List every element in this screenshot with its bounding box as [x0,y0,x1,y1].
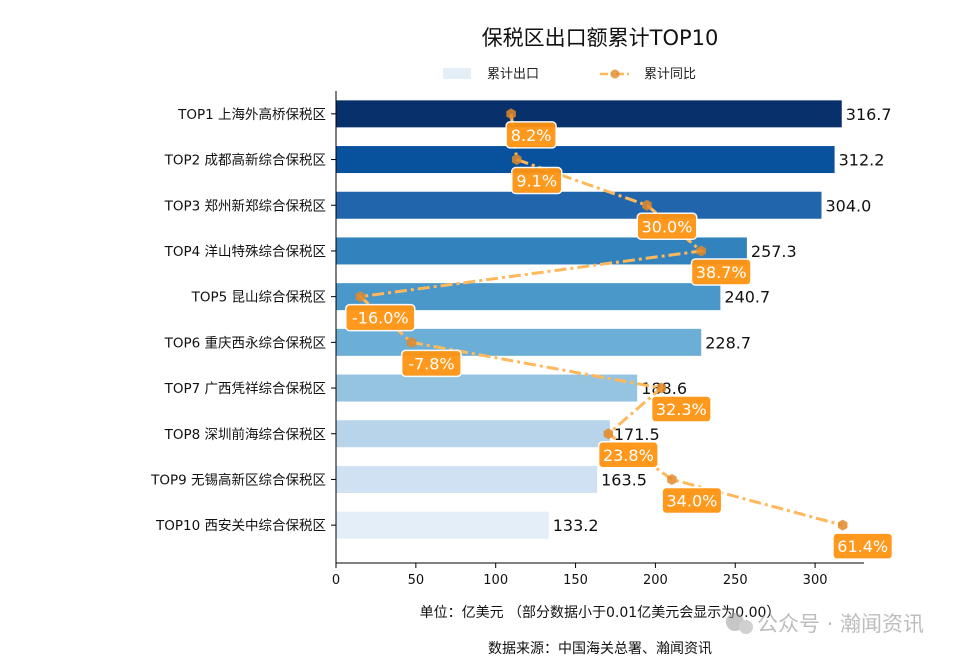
bar-value-label: 304.0 [825,196,871,215]
category-label: TOP4 洋山特殊综合保税区 [164,244,326,260]
bar-value-label: 240.7 [724,288,770,307]
legend-label-bar: 累计出口 [487,67,539,82]
growth-label-box [345,303,416,332]
bar [336,146,835,174]
growth-label-box [832,532,894,560]
growth-marker [667,473,677,485]
bar-value-label: 257.3 [751,242,797,261]
source-note: 数据来源：中国海关总署、瀚闻资讯 [488,641,712,657]
bar [336,328,702,356]
growth-label: 9.1% [516,172,557,191]
legend-marker [610,69,620,79]
growth-label: 8.2% [511,126,552,145]
growth-label-box [597,441,659,469]
bar [336,511,549,539]
bar [336,237,747,265]
growth-label: 34.0% [667,491,718,510]
watermark: 公众号 · 瀚闻资讯 [726,612,924,636]
growth-label: 32.3% [656,400,707,419]
bar [336,465,598,493]
bar [336,374,638,402]
growth-marker [656,382,667,394]
growth-label-box [636,212,698,240]
x-tick-label: 200 [643,573,668,588]
growth-label: 30.0% [642,217,693,236]
bar [336,420,610,448]
bar-value-label: 316.7 [846,105,892,124]
category-label: TOP8 深圳前海综合保税区 [164,426,326,443]
bar-value-label: 312.2 [839,151,885,170]
growth-label-box [661,486,723,515]
x-tick-label: 0 [332,573,340,588]
category-label: TOP5 昆山综合保税区 [191,290,326,306]
x-tick-label: 250 [723,573,748,588]
category-label: TOP3 郑州新郑综合保税区 [164,198,326,214]
growth-marker [696,245,706,257]
growth-marker [837,519,848,531]
growth-marker [603,428,614,440]
chart-title: 保税区出口额累计TOP10 [482,26,719,50]
category-label: TOP2 成都高新综合保税区 [164,152,326,169]
bar [336,191,822,219]
x-tick-label: 100 [483,573,508,588]
growth-label: -16.0% [352,309,409,328]
legend: 累计出口 累计同比 [443,67,696,82]
growth-label: -7.8% [408,354,454,373]
growth-label: 38.7% [696,263,747,282]
growth-marker [506,108,516,120]
bar-value-label: 133.2 [553,516,599,535]
growth-label-box [400,349,462,378]
category-label: TOP10 西安关中综合保税区 [155,518,326,534]
category-label: TOP1 上海外高桥保税区 [177,106,326,123]
x-axis-label: 单位：亿美元 （部分数据小于0.01亿美元会显示为0.00） [420,605,781,621]
bar-value-label: 171.5 [614,425,660,444]
category-label: TOP6 重庆西永综合保税区 [164,335,326,351]
legend-label-line: 累计同比 [644,67,696,82]
growth-marker [511,154,522,166]
growth-label: 61.4% [837,537,888,556]
legend-swatch-bar [443,68,471,79]
x-tick-label: 300 [803,573,828,588]
growth-label-box [690,258,752,286]
watermark-text: 公众号 · 瀚闻资讯 [757,612,924,636]
growth-marker [642,199,652,211]
category-label: TOP9 无锡高新区综合保税区 [150,471,326,488]
bar-value-label: 163.5 [601,470,647,489]
bar [336,100,842,128]
growth-label-box [505,121,557,149]
growth-label: 23.8% [603,446,654,465]
growth-label-box [650,395,712,423]
x-tick-label: 150 [563,573,588,588]
bar-value-label: 228.7 [705,333,751,352]
growth-label-box [510,166,563,195]
category-label: TOP7 广西凭祥综合保税区 [164,381,326,397]
growth-marker [355,291,366,303]
growth-marker [406,336,417,348]
x-tick-label: 50 [408,573,425,588]
